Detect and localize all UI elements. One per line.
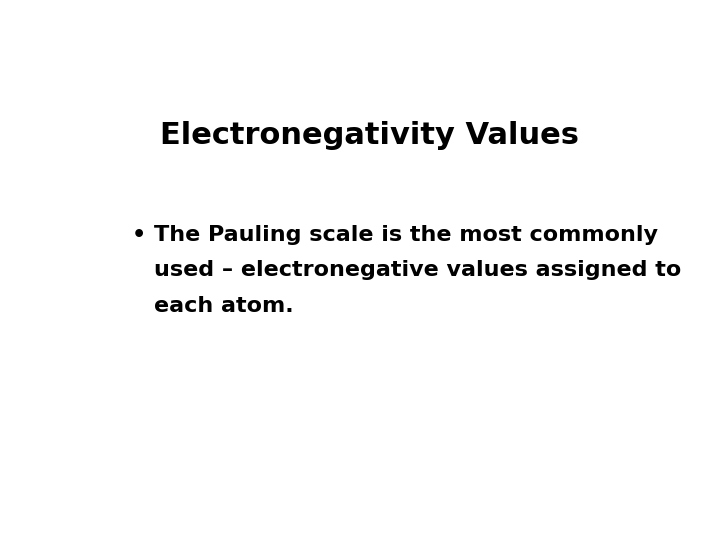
Text: The Pauling scale is the most commonly: The Pauling scale is the most commonly <box>154 225 658 245</box>
Text: each atom.: each atom. <box>154 295 294 315</box>
Text: Electronegativity Values: Electronegativity Values <box>160 121 578 150</box>
Text: used – electronegative values assigned to: used – electronegative values assigned t… <box>154 260 681 280</box>
Text: •: • <box>132 225 146 245</box>
